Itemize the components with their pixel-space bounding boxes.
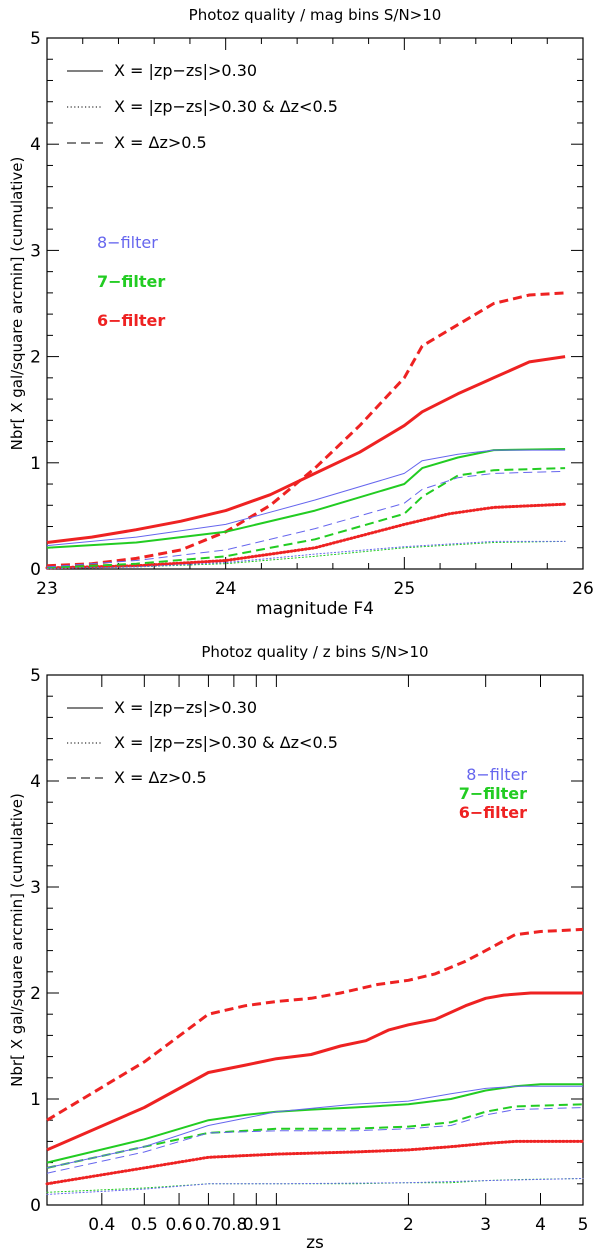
legend-filter-label: 7−filter (97, 272, 165, 291)
y-tick-label: 1 (30, 1090, 41, 1110)
series-line-8-filter-solid (46, 1085, 583, 1169)
y-tick-label: 5 (30, 666, 41, 686)
x-tick-label: 0.5 (131, 1215, 158, 1235)
y-axis-label: Nbr[ X gal/square arcmin] (cumulative) (8, 793, 26, 1087)
legend-solid-label: X = |zp−zs|>0.30 (114, 61, 257, 80)
series-line-7-filter-dashed (46, 467, 566, 569)
legend-dotted-label: X = |zp−zs|>0.30 & Δz<0.5 (114, 733, 338, 752)
x-tick-label: 24 (215, 579, 237, 599)
x-tick-label: 2 (403, 1215, 414, 1235)
series-line-6-filter-dashed (46, 927, 584, 1122)
series-line-8-filter-dotted (46, 1178, 584, 1195)
x-tick-label: 5 (578, 1215, 589, 1235)
series-line-6-filter-solid (46, 355, 566, 544)
legend-dashed-label: X = Δz>0.5 (114, 768, 207, 787)
y-axis-label: Nbr[ X gal/square arcmin] (cumulative) (8, 157, 26, 451)
legend-filter-label: 8−filter (466, 765, 527, 784)
y-tick-label: 0 (30, 560, 41, 580)
x-axis-label: magnitude F4 (256, 599, 374, 619)
y-tick-label: 1 (30, 454, 41, 474)
legend-dashed-label: X = Δz>0.5 (114, 133, 207, 152)
y-tick-label: 0 (30, 1196, 41, 1216)
y-tick-label: 4 (30, 135, 41, 155)
series-line-6-filter-dashed (46, 291, 566, 568)
x-tick-label: 25 (394, 579, 416, 599)
y-tick-label: 3 (30, 878, 41, 898)
series-line-7-filter-dotted (46, 540, 566, 569)
series-line-6-filter-solid (46, 991, 583, 1152)
y-tick-label: 2 (30, 348, 41, 368)
legend-filter-label: 8−filter (97, 233, 158, 252)
x-tick-label: 3 (480, 1215, 491, 1235)
x-tick-label: 0.4 (88, 1215, 115, 1235)
x-tick-label: 26 (572, 579, 594, 599)
x-tick-label: 0.8 (220, 1215, 247, 1235)
y-tick-label: 5 (30, 29, 41, 49)
x-tick-label: 4 (535, 1215, 546, 1235)
legend-dotted-label: X = |zp−zs|>0.30 & Δz<0.5 (114, 97, 338, 116)
legend-filter-label: 6−filter (459, 803, 527, 822)
chart-panel-2: Photoz quality / z bins S/N>10 0 1 2 3 4 5 0.4 0… (8, 643, 588, 1250)
x-tick-label: 0.6 (166, 1215, 193, 1235)
y-tick-label: 2 (30, 984, 41, 1004)
y-tick-label: 4 (30, 772, 41, 792)
chart-title: Photoz quality / mag bins S/N>10 (189, 6, 442, 24)
x-tick-label: 23 (36, 579, 58, 599)
series-line-8-filter-dashed (46, 1107, 584, 1174)
series-line-8-filter-solid (46, 449, 566, 547)
series-line-7-filter-solid (46, 448, 566, 549)
x-tick-label: 1 (271, 1215, 282, 1235)
series-line-8-filter-dashed (46, 470, 566, 568)
plot-frame (46, 37, 584, 570)
series-line-6-filter-dotted (45, 1139, 585, 1186)
x-tick-label: 0.9 (243, 1215, 270, 1235)
x-axis-label: zs (306, 1233, 324, 1250)
legend-solid-label: X = |zp−zs|>0.30 (114, 698, 257, 717)
x-tick-label: 0.7 (195, 1215, 222, 1235)
series-line-7-filter-dashed (46, 1103, 584, 1169)
y-tick-label: 3 (30, 241, 41, 261)
chart-title: Photoz quality / z bins S/N>10 (201, 643, 428, 661)
plot-frame (46, 674, 584, 1206)
legend-filter-label: 6−filter (97, 311, 165, 330)
series-line-8-filter-dotted (46, 540, 566, 569)
legend-filter-label: 7−filter (459, 784, 527, 803)
chart-panel-1: Photoz quality / mag bins S/N>1001234523… (8, 6, 594, 619)
series-line-6-filter-dotted (45, 502, 567, 570)
